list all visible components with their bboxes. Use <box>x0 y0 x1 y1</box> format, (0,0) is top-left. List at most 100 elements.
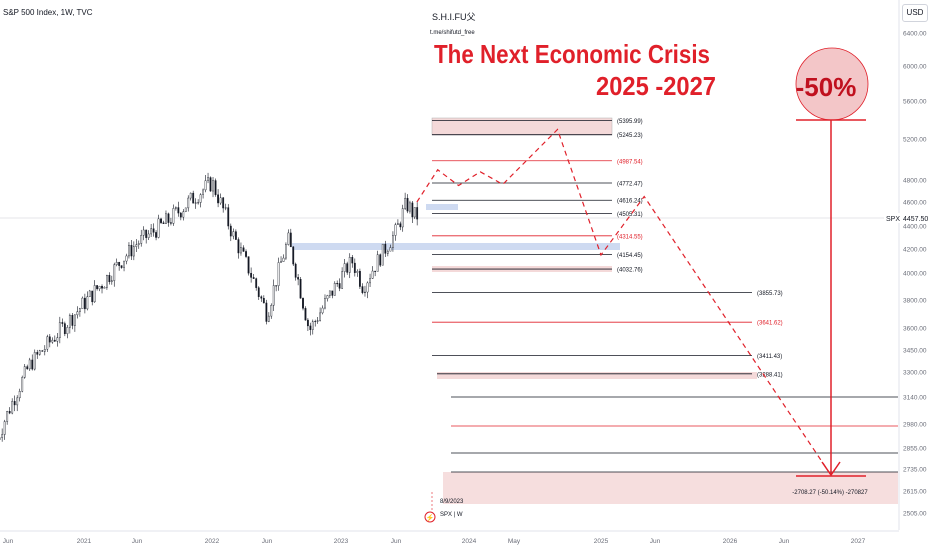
time-tick-label: 2027 <box>851 538 866 545</box>
price-tick-label: 4800.00 <box>903 178 927 185</box>
candle-body <box>184 207 187 212</box>
candle-body <box>115 262 118 265</box>
price-tick-label: 3450.00 <box>903 348 927 355</box>
price-tick-label: 5200.00 <box>903 137 927 144</box>
time-axis[interactable]: Jun 2021 Jun 2022 Jun 2023 Jun 2024 May 2025 Jun 20… <box>3 538 866 545</box>
candle-body <box>1 434 4 438</box>
event-icon-glyph: ⚡ <box>426 513 435 522</box>
time-tick-label: 2021 <box>77 538 92 545</box>
candle-body <box>292 246 295 265</box>
candle-body <box>177 207 180 214</box>
price-axis[interactable]: 6400.00 6000.00 5600.00 5200.00 4800.00 4600.… <box>903 31 927 518</box>
price-tick-label: 3300.00 <box>903 370 927 377</box>
candle-body <box>280 261 282 263</box>
event-icon[interactable] <box>424 511 436 523</box>
candle-body <box>262 298 265 304</box>
price-tick-label: 5600.00 <box>903 99 927 106</box>
level-label: (4616.24) <box>617 199 643 205</box>
candle-body <box>145 229 148 238</box>
candle-body <box>366 282 369 293</box>
candle-body <box>86 296 89 310</box>
candle-body <box>48 336 51 343</box>
candle-body <box>118 262 121 266</box>
price-tick-label: 2735.00 <box>903 467 927 474</box>
candle-body <box>306 319 309 327</box>
candle-body <box>359 270 361 287</box>
time-tick-label: 2022 <box>205 538 220 545</box>
time-tick-label: May <box>508 538 521 545</box>
candle-body <box>356 270 359 273</box>
candle-body <box>413 207 416 218</box>
candle-body <box>128 244 130 257</box>
candle-body <box>43 349 46 352</box>
candle-body <box>270 305 273 317</box>
candle-body <box>58 322 61 338</box>
time-tick-label: Jun <box>3 538 14 545</box>
candle-body <box>304 308 307 321</box>
mini-symbol-label: SPX | W <box>440 512 463 518</box>
current-zone-blue <box>426 204 458 210</box>
candle-body <box>302 298 304 309</box>
candle-body <box>179 212 182 218</box>
level-label: (4154.45) <box>617 253 643 259</box>
candle-body <box>229 225 232 237</box>
candle-body <box>379 254 382 266</box>
price-label-value: 4457.50 <box>903 216 928 223</box>
level-label: (3411.43) <box>757 354 782 360</box>
currency-button[interactable]: USD <box>902 4 928 22</box>
drop-badge-text: -50% <box>796 72 857 102</box>
price-tick-label: 4600.00 <box>903 200 927 207</box>
candle-body <box>353 262 356 273</box>
candle-body <box>150 228 153 235</box>
candle-body <box>285 244 287 259</box>
candle-body <box>135 244 138 247</box>
support-zone-blue <box>292 243 620 250</box>
candle-body <box>71 315 74 326</box>
candle-body <box>98 286 101 290</box>
candle-body <box>199 194 202 203</box>
candle-body <box>78 308 81 312</box>
candle-body <box>257 287 260 297</box>
candle-body <box>314 321 317 323</box>
candle-body <box>328 290 331 296</box>
candle-body <box>287 232 290 245</box>
level-label: (3855.73) <box>757 291 783 297</box>
candle-body <box>242 247 245 252</box>
candle-body <box>157 218 160 238</box>
candle-body <box>36 352 39 355</box>
time-tick-label: Jun <box>779 538 790 545</box>
price-tick-label: 6400.00 <box>903 31 927 38</box>
price-tick-label: 2615.00 <box>903 489 927 496</box>
time-tick-label: Jun <box>650 538 661 545</box>
candle-body <box>88 290 91 297</box>
candle-body <box>311 321 314 330</box>
candle-body <box>165 213 167 224</box>
candle-body <box>399 223 402 228</box>
candle-body <box>282 257 285 262</box>
candle-body <box>155 232 157 238</box>
candle-body <box>219 197 222 204</box>
level-label: (3641.62) <box>757 321 783 327</box>
level-label: (5395.99) <box>617 119 643 125</box>
symbol-title: S&P 500 Index, 1W, TVC <box>3 8 93 17</box>
candle-body <box>172 208 175 224</box>
candle-body <box>101 286 103 289</box>
candle-body <box>174 207 177 209</box>
candle-body <box>389 247 392 252</box>
candle-body <box>255 278 258 288</box>
price-tick-label: 3600.00 <box>903 326 927 333</box>
candle-body <box>299 279 302 299</box>
candle-body <box>160 218 162 223</box>
candle-body <box>106 275 108 288</box>
candle-body <box>394 224 397 236</box>
author-link[interactable]: t.me/shifutd_free <box>430 30 475 36</box>
candle-body <box>76 311 79 316</box>
candle-body <box>217 194 219 204</box>
candle-body <box>369 278 371 284</box>
candle-body <box>123 260 125 268</box>
price-tick-label: 2980.00 <box>903 422 927 429</box>
time-tick-label: 2026 <box>723 538 738 545</box>
candle-body <box>194 202 197 204</box>
candle-body <box>81 297 84 309</box>
